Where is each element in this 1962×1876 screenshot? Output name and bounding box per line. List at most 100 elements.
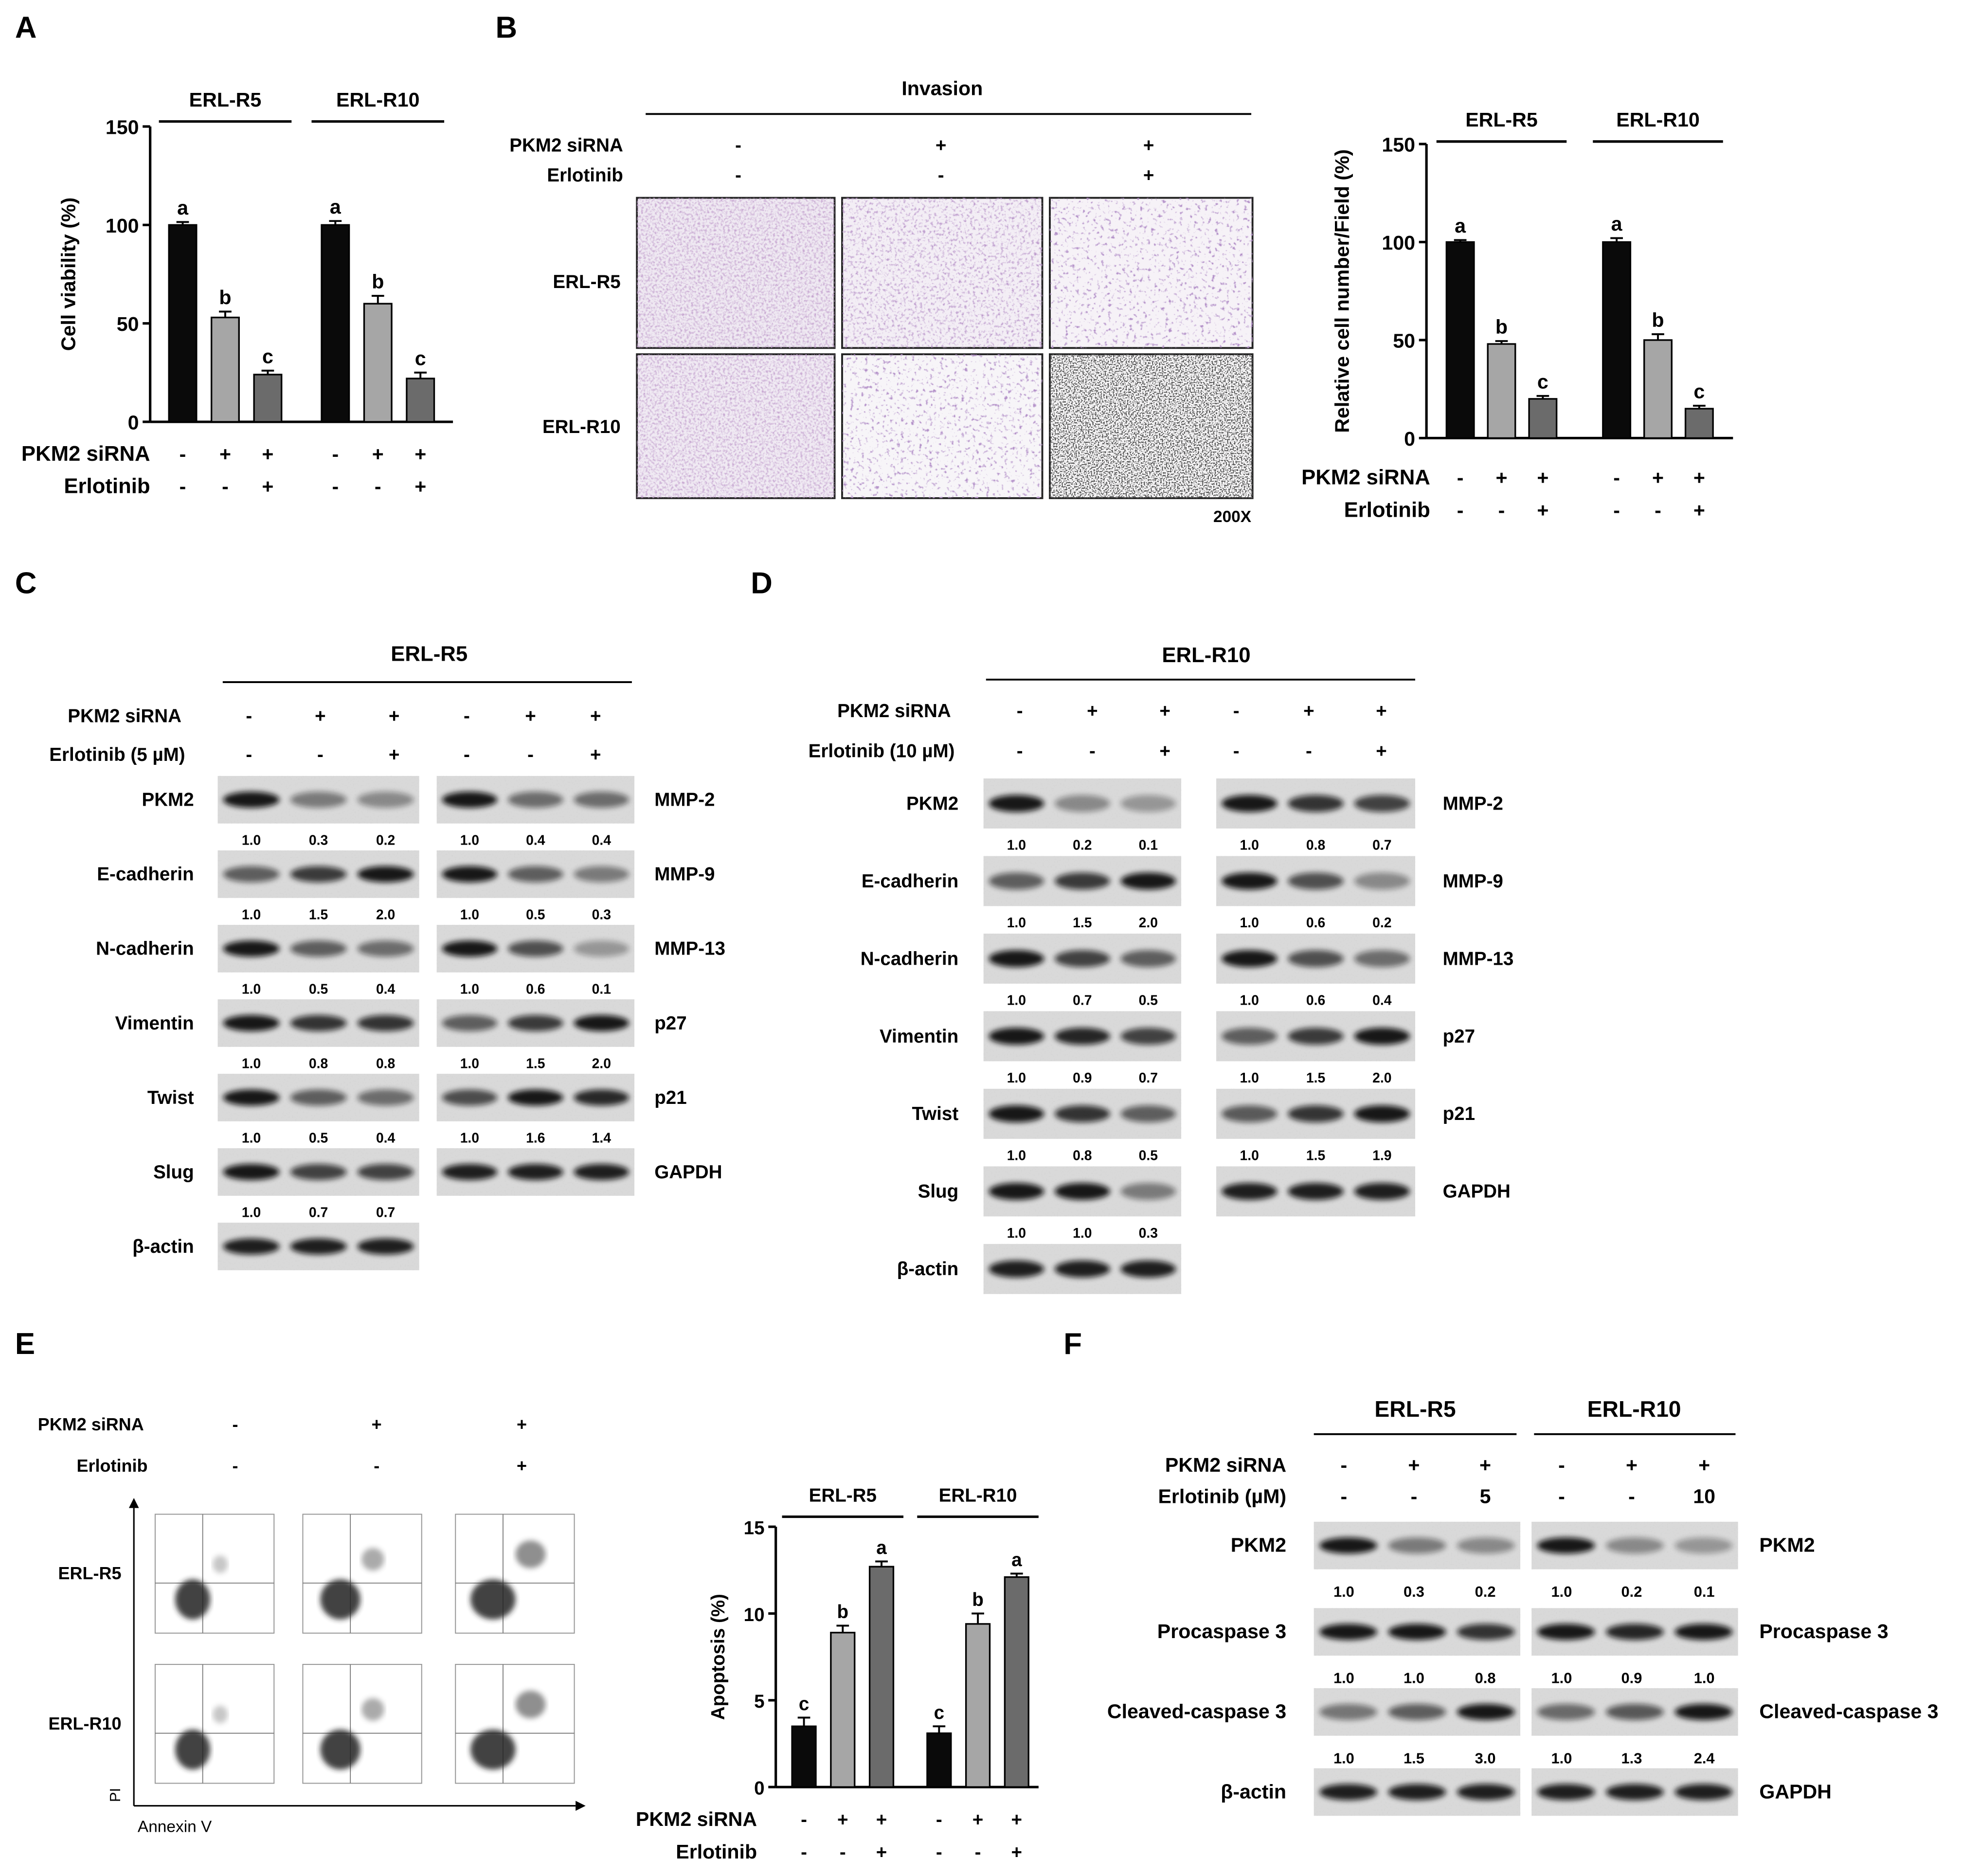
- erlotinib-sign: -: [317, 744, 324, 765]
- panel-a-viability-chart: 0 50 100 150 Cell viability (%) ERL-R5 a - - b + - c…: [21, 89, 453, 498]
- bar: [406, 378, 435, 423]
- flow-cell-cluster: [175, 1729, 211, 1770]
- blot-quant-value: 0.7: [376, 1205, 395, 1220]
- blot-band: [1054, 950, 1110, 967]
- blot-strip: [436, 924, 635, 973]
- blot-quant-value: 1.5: [309, 906, 328, 922]
- significance-letter: b: [372, 271, 384, 293]
- blot-quant-value: 2.0: [376, 906, 395, 922]
- blot-quant-value: 0.1: [1694, 1583, 1715, 1600]
- blot-quant-value: 0.7: [1073, 992, 1092, 1008]
- erlotinib-sign: +: [517, 1456, 527, 1476]
- bar: [253, 374, 283, 423]
- blot-band: [507, 1164, 563, 1180]
- c-pkm2-label: PKM2 siRNA: [68, 705, 181, 726]
- blot-quant-value: 0.2: [1621, 1583, 1642, 1600]
- y-axis-title: Relative cell number/Field (%): [1331, 149, 1353, 433]
- blot-band: [507, 1089, 563, 1106]
- blot-strip: [436, 776, 635, 824]
- blot-strip: [983, 1244, 1182, 1294]
- erlotinib-sign: -: [1613, 499, 1620, 521]
- micrograph-r10-combined: [1049, 353, 1254, 499]
- blot-row-label: E-cadherin: [97, 864, 194, 885]
- blot-row-label: N-cadherin: [96, 938, 194, 959]
- blot-row-label: MMP-9: [1443, 871, 1503, 892]
- blot-quant-value: 1.5: [1306, 1070, 1325, 1085]
- erlotinib-sign: +: [1376, 740, 1387, 761]
- blot-row-label: MMP-2: [1443, 793, 1503, 814]
- y-tick-label: 10: [744, 1605, 765, 1625]
- bar: [1684, 408, 1714, 439]
- blot-strip: [217, 999, 419, 1047]
- pkm2-sign: +: [219, 443, 231, 465]
- e-erlotinib-label: Erlotinib: [77, 1456, 148, 1476]
- blot-band: [1054, 1105, 1110, 1122]
- bar: [363, 303, 393, 423]
- blot-band: [223, 1238, 280, 1255]
- blot-quant-value: 1.9: [1372, 1148, 1391, 1163]
- row-label-erl-r5: ERL-R5: [553, 271, 620, 292]
- erlotinib-sign: -: [1558, 1485, 1565, 1507]
- erlotinib-sign: +: [389, 744, 400, 765]
- blot-band: [1319, 1784, 1377, 1801]
- panel-b-invasion-chart: 0 50 100 150 Relative cell number/Field (%) E…: [1301, 108, 1733, 522]
- pkm2-sign: +: [1011, 1809, 1023, 1830]
- pkm2-sign: +: [372, 443, 384, 465]
- blot-strip: [1531, 1768, 1738, 1816]
- blot-quant-value: 0.3: [309, 832, 328, 848]
- bar: [926, 1732, 952, 1788]
- blot-quant-value: 1.0: [1073, 1225, 1092, 1241]
- blot-quant-value: 1.6: [526, 1130, 545, 1146]
- blot-strip: [1216, 1011, 1416, 1062]
- flow-apoptotic-cluster: [515, 1540, 546, 1569]
- flow-scatter-plot: [455, 1514, 575, 1634]
- panel-label-c: C: [15, 566, 37, 600]
- panel-label-d: D: [751, 566, 773, 600]
- panel-label-a: A: [15, 11, 37, 44]
- erlotinib-sign: 5: [1480, 1485, 1491, 1507]
- blot-band: [507, 792, 563, 808]
- blot-quant-value: 0.2: [1073, 837, 1092, 853]
- blot-band: [989, 1105, 1044, 1122]
- erlotinib-sign: +: [1537, 499, 1548, 521]
- panel-label-f: F: [1063, 1327, 1082, 1361]
- blot-quant-value: 1.4: [592, 1130, 612, 1146]
- flow-y-axis-label: PI: [107, 1788, 124, 1802]
- flow-x-axis-label: Annexin V: [138, 1818, 212, 1836]
- blot-band: [1354, 1105, 1410, 1122]
- blot-quant-value: 0.3: [1404, 1583, 1424, 1600]
- blot-band: [223, 866, 280, 883]
- f-left-row-label: β-actin: [1221, 1780, 1286, 1803]
- erlotinib-sign: -: [1628, 1485, 1635, 1507]
- blot-band: [1120, 795, 1176, 812]
- blot-quant-value: 0.1: [592, 981, 611, 996]
- blot-row-label: Slug: [153, 1162, 194, 1183]
- f-right-row-label: GAPDH: [1759, 1780, 1832, 1803]
- panel-f-western-blots: ERL-R5 ERL-R10 PKM2 siRNA Erlotinib (µM) - - +…: [1107, 1396, 1939, 1816]
- erlotinib-sign: -: [975, 1842, 981, 1863]
- pkm2-sign: +: [1479, 1454, 1491, 1476]
- bar: [1528, 398, 1558, 439]
- blot-band: [1120, 1183, 1176, 1200]
- pkm2-sign: +: [1698, 1454, 1710, 1476]
- blot-quant-value: 1.0: [460, 1055, 479, 1071]
- significance-letter: c: [1693, 380, 1705, 403]
- pkm2-sign: -: [233, 1414, 238, 1434]
- blot-row-label: Twist: [147, 1087, 194, 1108]
- blot-band: [223, 1015, 280, 1031]
- bar: [965, 1623, 991, 1788]
- pkm2-sign: -: [1341, 1454, 1348, 1476]
- blot-row-label: p21: [654, 1087, 686, 1108]
- erlotinib-row-label: Erlotinib: [1344, 498, 1430, 522]
- blot-band: [357, 866, 414, 883]
- blot-band: [1537, 1704, 1595, 1720]
- y-tick-label: 0: [1404, 428, 1415, 450]
- pkm2-sign: +: [876, 1809, 887, 1830]
- pkm2-sign: +: [525, 705, 536, 726]
- blot-band: [223, 940, 280, 957]
- bar: [1643, 339, 1673, 439]
- y-tick-label: 0: [754, 1778, 764, 1799]
- blot-band: [1537, 1623, 1595, 1640]
- erlotinib-sign: -: [801, 1842, 807, 1863]
- blot-strip: [983, 1088, 1182, 1139]
